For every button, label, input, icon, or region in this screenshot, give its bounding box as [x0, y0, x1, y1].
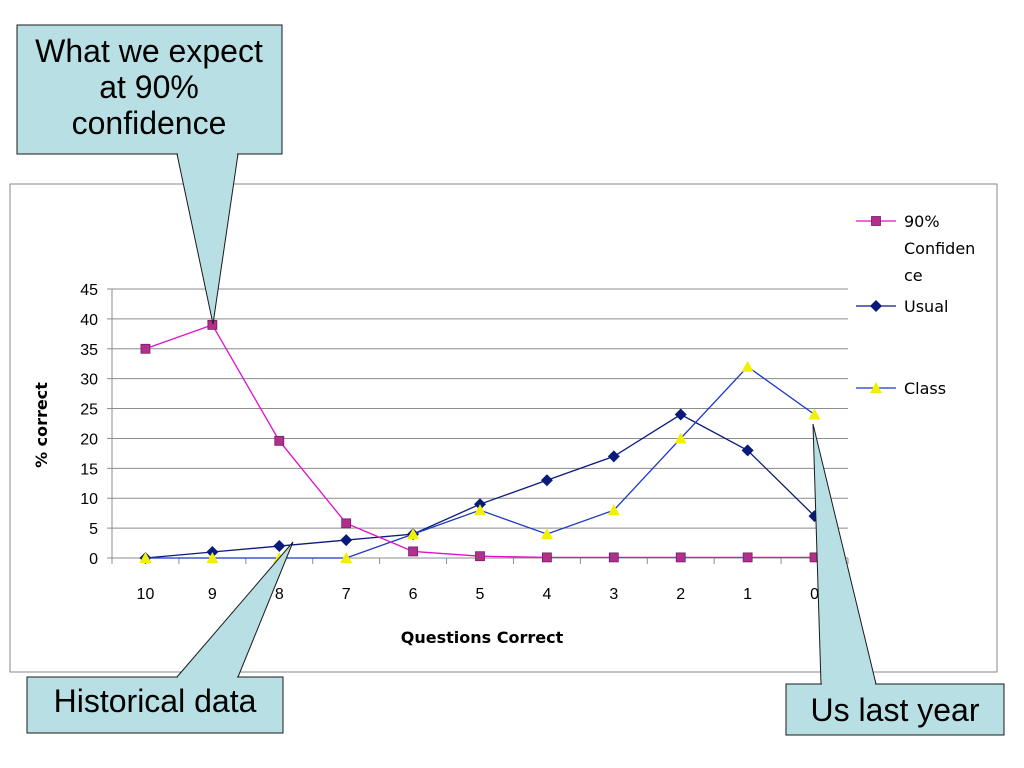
data-point-90-confidence [341, 518, 352, 529]
data-point-usual [273, 540, 286, 553]
data-point-90-confidence [608, 552, 619, 563]
legend-marker [870, 382, 882, 393]
data-point-class [741, 360, 754, 372]
y-tick-label: 35 [80, 342, 98, 359]
data-point-90-confidence [408, 546, 418, 557]
legend-marker [871, 216, 881, 226]
data-point-class [139, 552, 152, 563]
data-point-90-confidence [742, 552, 753, 563]
callout-box [26, 676, 284, 734]
callout-text: Us last year [811, 692, 980, 728]
y-tick-label: 15 [80, 461, 98, 478]
y-tick-label: 20 [80, 431, 98, 448]
callout-box [785, 683, 1005, 736]
callout-text: Historical data [54, 683, 257, 719]
grid-lines [112, 288, 848, 529]
x-tick-labels: 10 9 8 7 6 5 4 3 2 1 0 [137, 586, 820, 603]
x-tick-label: 4 [542, 586, 551, 603]
x-tick-label: 1 [743, 586, 752, 603]
data-point-90-confidence [675, 552, 686, 563]
x-tick-label: 3 [609, 586, 618, 603]
legend-label: Class [904, 379, 946, 398]
callout-text: confidence [72, 105, 227, 141]
x-tick-label: 5 [476, 586, 485, 603]
callout-text: at 90% [99, 69, 199, 105]
data-point-class [340, 552, 353, 563]
data-point-class [808, 408, 821, 420]
x-tick-label: 7 [342, 586, 351, 603]
x-tick-label: 9 [208, 586, 217, 603]
data-point-90-confidence [140, 343, 151, 354]
x-tick-label: 10 [137, 586, 155, 603]
y-tick-label: 5 [89, 521, 98, 538]
data-point-usual [607, 450, 620, 463]
data-point-90-confidence [475, 551, 485, 562]
x-tick-label: 0 [810, 586, 819, 603]
legend-item-usual: Usual [856, 297, 948, 316]
y-tick-label: 30 [80, 372, 98, 389]
x-tick-label: 2 [676, 586, 685, 603]
legend-marker [870, 300, 882, 312]
data-point-class [607, 504, 620, 516]
y-tick-labels: 0 5 10 15 20 25 30 35 40 45 [80, 282, 98, 568]
data-point-class [474, 504, 486, 516]
data-point-90-confidence [274, 435, 285, 446]
legend-item-90-confidence: 90% Confiden ce [856, 212, 975, 285]
data-point-class [407, 528, 420, 540]
data-point-class [206, 552, 219, 563]
x-tick-label: 6 [409, 586, 418, 603]
y-tick-label: 25 [80, 402, 98, 419]
y-tick-label: 10 [80, 491, 98, 508]
data-point-usual [340, 534, 353, 547]
x-axis-title: Questions Correct [401, 628, 564, 647]
series-90-confidence [140, 319, 820, 563]
legend-item-class: Class [856, 379, 946, 398]
data-point-90-confidence [542, 552, 552, 563]
callout-us: Us last year [785, 423, 1005, 736]
data-point-usual [741, 444, 754, 457]
legend-label: 90% [904, 212, 940, 231]
legend-label: Usual [904, 297, 948, 316]
x-tick-label: 8 [275, 586, 284, 603]
callout-text: What we expect [35, 33, 263, 69]
legend: 90% Confiden ce Usual Class [856, 212, 975, 398]
series-class [139, 360, 821, 563]
data-point-usual [540, 474, 553, 487]
data-point-class [540, 528, 553, 540]
legend-label: ce [904, 266, 923, 285]
legend-label: Confiden [904, 239, 975, 258]
y-tick-label: 40 [80, 312, 98, 329]
callout-box [16, 24, 283, 155]
data-point-usual [674, 408, 687, 421]
callout-historical: Historical data [26, 541, 294, 734]
data-point-class [674, 432, 687, 444]
series [139, 319, 821, 564]
y-tick-label: 0 [89, 551, 98, 568]
y-tick-label: 45 [80, 282, 98, 299]
y-axis-title: % correct [32, 382, 51, 468]
